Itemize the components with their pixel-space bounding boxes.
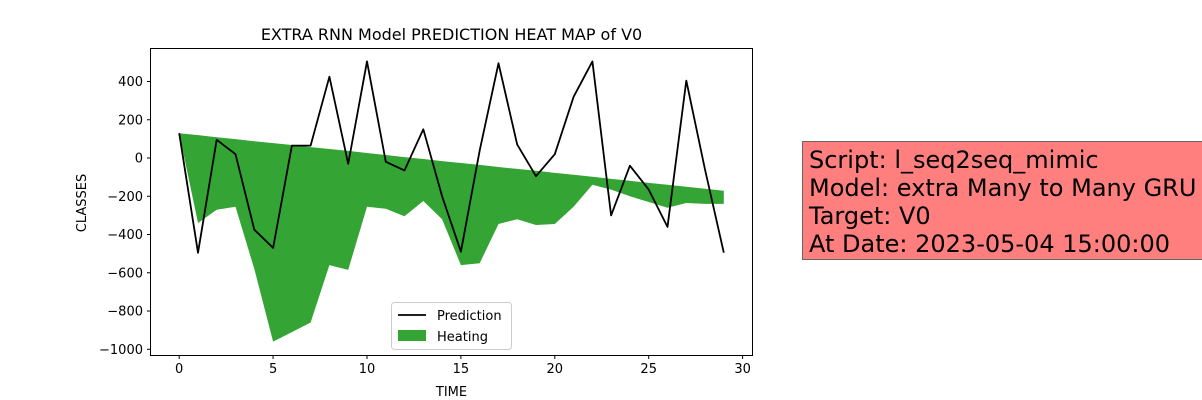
y-tick-label: −200 xyxy=(107,190,143,205)
y-tick-label: −1000 xyxy=(99,343,143,358)
x-tick-label: 0 xyxy=(175,362,183,377)
x-tick-label: 25 xyxy=(640,362,657,377)
info-script-line: Script: l_seq2seq_mimic xyxy=(809,146,1099,174)
y-tick-label: −800 xyxy=(107,305,143,320)
x-tick-label: 20 xyxy=(547,362,564,377)
info-date-line: At Date: 2023-05-04 15:00:00 xyxy=(809,230,1171,258)
chart-title: EXTRA RNN Model PREDICTION HEAT MAP of V… xyxy=(261,25,642,44)
y-tick-label: 0 xyxy=(135,152,143,167)
y-axis-label: CLASSES xyxy=(75,174,90,232)
y-tick-label: −400 xyxy=(107,228,143,243)
heating-area xyxy=(179,133,724,342)
info-target-line: Target: V0 xyxy=(809,202,931,230)
x-tick-label: 5 xyxy=(269,362,277,377)
info-model-line: Model: extra Many to Many GRU xyxy=(809,174,1197,202)
axes: 0 5 10 15 20 25 30 −1000 −800 −600 −400 −200 0 200 400 xyxy=(99,75,751,377)
prediction-line xyxy=(178,60,725,254)
x-tick-label: 30 xyxy=(734,362,751,377)
legend-heating-label: Heating xyxy=(437,330,488,345)
x-tick-label: 10 xyxy=(359,362,376,377)
y-tick-label: 400 xyxy=(118,75,143,90)
legend-heating-swatch xyxy=(398,330,426,341)
x-tick-label: 15 xyxy=(453,362,470,377)
plot-area xyxy=(178,60,725,342)
y-tick-label: −600 xyxy=(107,266,143,281)
info-box: Script: l_seq2seq_mimic Model: extra Man… xyxy=(802,141,1202,260)
legend: Prediction Heating xyxy=(391,302,512,350)
y-tick-label: 200 xyxy=(118,113,143,128)
plot-frame xyxy=(150,48,753,356)
x-axis-label: TIME xyxy=(435,385,467,400)
legend-prediction-label: Prediction xyxy=(437,309,502,324)
